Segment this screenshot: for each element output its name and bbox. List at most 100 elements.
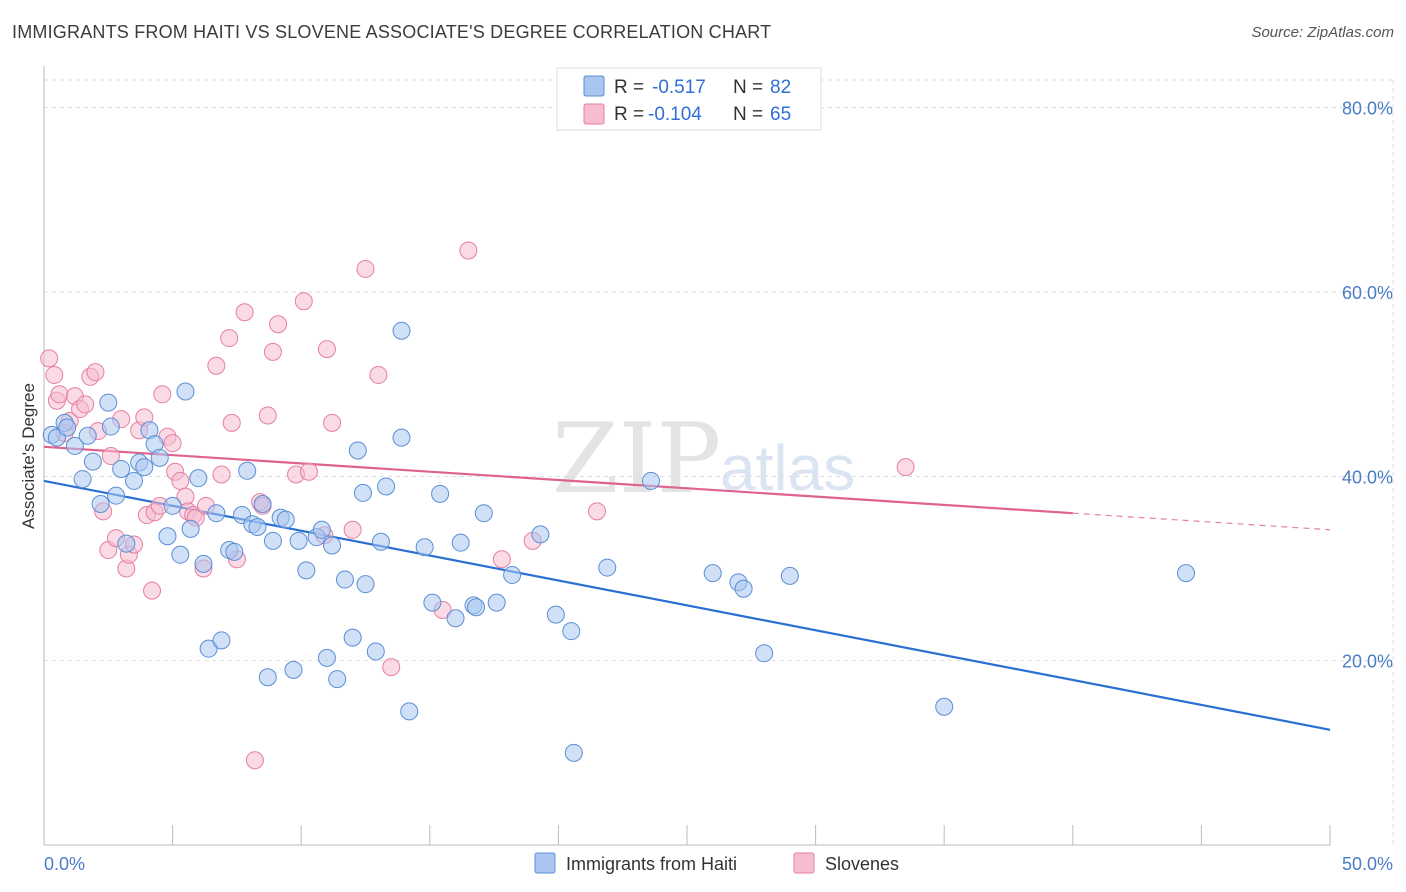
haiti-point — [562, 622, 581, 641]
slovenes-point — [220, 329, 239, 348]
legend-r-label-haiti: R = — [614, 77, 644, 98]
haiti-point — [935, 697, 954, 716]
haiti-point — [415, 538, 434, 557]
haiti-point — [258, 668, 277, 687]
slovenes-point — [245, 751, 264, 770]
haiti-point — [207, 504, 226, 523]
haiti-point — [446, 609, 465, 628]
haiti-point — [158, 527, 177, 546]
haiti-point — [487, 593, 506, 612]
haiti-point — [392, 321, 411, 340]
haiti-point — [101, 417, 120, 436]
legend-n-value-slovenes: 65 — [770, 104, 791, 125]
slovenes-point — [163, 434, 182, 453]
slovenes-point — [896, 458, 915, 477]
haiti-point — [58, 418, 77, 437]
slovenes-point — [40, 349, 59, 368]
correlation-legend: R = -0.517 N = 82 R = -0.104 N = 65 — [556, 67, 822, 131]
slovenes-point — [207, 356, 226, 375]
haiti-point — [248, 518, 267, 537]
haiti-point — [377, 477, 396, 496]
haiti-point — [348, 441, 367, 460]
haiti-point — [284, 660, 303, 679]
slovenes-point — [235, 303, 254, 322]
haiti-point — [335, 570, 354, 589]
haiti-point — [328, 670, 347, 689]
haiti-point — [474, 504, 493, 523]
slovenes-point — [258, 406, 277, 425]
axes — [43, 66, 1331, 846]
haiti-point — [356, 575, 375, 594]
haiti-point — [65, 436, 84, 455]
haiti-point — [189, 469, 208, 488]
haiti-points — [42, 321, 1195, 762]
legend-n-value-haiti: 82 — [770, 77, 791, 98]
series-legend-swatch-haiti — [534, 852, 556, 874]
haiti-point — [423, 593, 442, 612]
slovenes-point — [382, 658, 401, 677]
haiti-point — [73, 470, 92, 489]
legend-n-label-haiti: N = — [733, 77, 763, 98]
haiti-point — [289, 531, 308, 550]
slovenes-point — [171, 471, 190, 490]
haiti-point — [451, 533, 470, 552]
haiti-point — [117, 534, 136, 553]
slovenes-point — [343, 520, 362, 539]
haiti-point — [312, 520, 331, 539]
haiti-point — [598, 558, 617, 577]
haiti-point — [780, 566, 799, 585]
slovenes-point — [356, 259, 375, 278]
watermark-atlas-text: atlas — [720, 432, 855, 504]
series-legend-label-haiti: Immigrants from Haiti — [566, 854, 737, 874]
x-tick-label-max: 50.0% — [1342, 854, 1393, 874]
y-tick-label: 40.0% — [1342, 467, 1393, 487]
haiti-point — [503, 565, 522, 584]
haiti-point — [150, 448, 169, 467]
haiti-point — [297, 561, 316, 580]
haiti-point — [546, 605, 565, 624]
haiti-point — [225, 542, 244, 561]
haiti-point — [212, 631, 231, 650]
y-tick-label: 60.0% — [1342, 283, 1393, 303]
slovenes-trend-line — [43, 445, 1073, 515]
haiti-point — [467, 598, 486, 617]
haiti-point — [276, 510, 295, 529]
slovenes-point — [269, 315, 288, 334]
slovenes-point — [45, 365, 64, 384]
haiti-point — [83, 452, 102, 471]
legend-swatch-slovenes — [583, 103, 605, 125]
series-legend-label-slovenes: Slovenes — [825, 854, 899, 874]
slovenes-point — [222, 413, 241, 432]
slovenes-point — [492, 550, 511, 569]
haiti-point — [366, 642, 385, 661]
slovenes-point — [263, 342, 282, 361]
legend-n-label-slovenes: N = — [733, 104, 763, 125]
trend-lines — [43, 445, 1331, 731]
slovenes-point — [294, 292, 313, 311]
y-tick-label: 20.0% — [1342, 652, 1393, 672]
slovenes-point — [459, 241, 478, 260]
haiti-point — [181, 519, 200, 538]
haiti-point — [107, 486, 126, 505]
series-legend: Immigrants from Haiti Slovenes — [534, 852, 899, 874]
source-label: Source: ZipAtlas.com — [1251, 24, 1394, 41]
y-tick-label: 80.0% — [1342, 99, 1393, 119]
haiti-point — [531, 525, 550, 544]
slovenes-point — [76, 395, 95, 414]
haiti-point — [353, 483, 372, 502]
y-tick-labels: 20.0% 40.0% 60.0% 80.0% — [1342, 99, 1393, 672]
haiti-point — [176, 382, 195, 401]
haiti-point — [392, 428, 411, 447]
haiti-point — [163, 496, 182, 515]
legend-swatch-haiti — [583, 75, 605, 97]
watermark: ZIP atlas — [552, 403, 855, 515]
slovenes-point — [101, 447, 120, 466]
haiti-point — [194, 554, 213, 573]
legend-r-value-slovenes: -0.104 — [648, 104, 702, 125]
slovenes-point — [212, 465, 231, 484]
haiti-point — [400, 702, 419, 721]
haiti-point — [755, 644, 774, 663]
legend-r-value-haiti: -0.517 — [652, 77, 706, 98]
series-legend-swatch-slovenes — [793, 852, 815, 874]
